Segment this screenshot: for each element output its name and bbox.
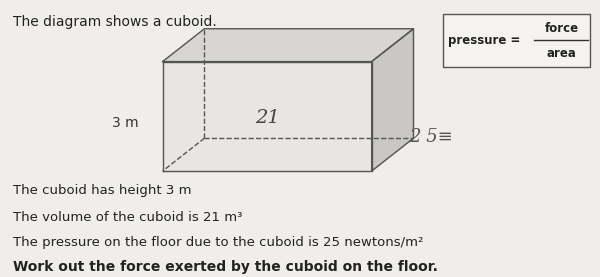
Text: The cuboid has height 3 m: The cuboid has height 3 m bbox=[13, 184, 192, 197]
Text: The diagram shows a cuboid.: The diagram shows a cuboid. bbox=[13, 15, 217, 29]
Polygon shape bbox=[163, 29, 413, 61]
Text: 2 5≡: 2 5≡ bbox=[409, 128, 454, 146]
FancyBboxPatch shape bbox=[443, 14, 590, 67]
Polygon shape bbox=[371, 29, 413, 171]
Text: 3 m: 3 m bbox=[112, 116, 139, 130]
Text: force: force bbox=[545, 22, 579, 35]
Text: pressure =: pressure = bbox=[448, 34, 520, 47]
Polygon shape bbox=[163, 61, 371, 171]
Text: The pressure on the floor due to the cuboid is 25 newtons/m²: The pressure on the floor due to the cub… bbox=[13, 236, 424, 249]
Text: area: area bbox=[547, 47, 577, 60]
Text: Work out the force exerted by the cuboid on the floor.: Work out the force exerted by the cuboid… bbox=[13, 260, 438, 274]
Text: 21: 21 bbox=[255, 109, 280, 127]
Text: The volume of the cuboid is 21 m³: The volume of the cuboid is 21 m³ bbox=[13, 211, 243, 224]
